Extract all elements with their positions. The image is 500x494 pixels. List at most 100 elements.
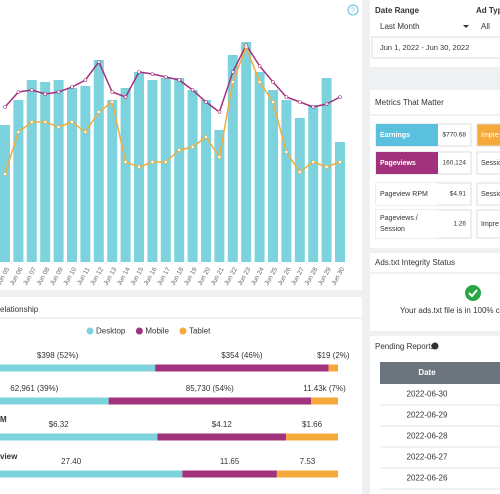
- help-icon[interactable]: [347, 4, 359, 16]
- help-text[interactable]: ?: [351, 7, 355, 14]
- tile: [476, 209, 500, 239]
- date-input[interactable]: [371, 36, 500, 59]
- segment-label: $19 (2%): [317, 351, 350, 360]
- card-title: Pending Reports: [375, 342, 435, 351]
- segment-label: 85,730 (54%): [186, 384, 234, 393]
- bar: [80, 86, 91, 262]
- segment-label: $4.12: [212, 420, 233, 429]
- tile-label-bg: [376, 210, 438, 238]
- point: [190, 88, 195, 92]
- bar: [254, 72, 265, 262]
- point: [43, 120, 48, 124]
- card-title: elationship: [0, 305, 39, 314]
- point: [3, 172, 7, 176]
- segment-label: 62,961 (39%): [10, 384, 58, 393]
- bar: [67, 88, 77, 262]
- tile-label: Pageview RPM: [380, 191, 428, 198]
- point: [137, 70, 141, 74]
- bar: [107, 100, 118, 262]
- legend-swatch: [86, 327, 94, 335]
- x-tick-label: Jun 05: [0, 266, 11, 287]
- row-label: view: [0, 452, 18, 461]
- bar: [174, 78, 185, 262]
- table-cell: 2022-06-30: [407, 390, 448, 399]
- segment: [0, 433, 158, 441]
- date-input-text[interactable]: Jun 1, 2022 - Jun 30, 2022: [380, 43, 469, 52]
- tile: [476, 151, 500, 175]
- point: [164, 75, 168, 79]
- point: [150, 72, 155, 76]
- point: [271, 100, 275, 104]
- tile: [476, 182, 500, 206]
- label: Ad Type: [476, 6, 500, 15]
- tile-label: Earnings: [380, 132, 410, 139]
- point: [284, 150, 289, 154]
- segment-label: $6.32: [49, 420, 70, 429]
- tile-value: 160,124: [443, 160, 467, 167]
- point: [16, 130, 21, 134]
- point: [311, 160, 316, 164]
- tile-label: Pageviews: [380, 160, 416, 167]
- segment-label: $1.66: [302, 420, 323, 429]
- point: [110, 100, 114, 104]
- segment-label: $354 (46%): [221, 351, 263, 360]
- segment: [328, 364, 338, 372]
- bar: [308, 105, 319, 262]
- segment-label: 11.65: [220, 457, 240, 466]
- bar: [53, 80, 64, 262]
- select[interactable]: Last Month: [380, 22, 420, 31]
- tile-label-bg: [376, 124, 438, 146]
- segment: [182, 470, 277, 478]
- point: [244, 45, 248, 49]
- point: [123, 95, 128, 99]
- tile-label-bg: [376, 152, 438, 174]
- bar: [40, 82, 51, 262]
- point: [3, 105, 7, 109]
- point: [83, 130, 88, 134]
- point: [204, 135, 208, 139]
- table-cell: 2022-06-27: [407, 453, 448, 462]
- point: [29, 120, 34, 124]
- legend-label: Desktop: [96, 327, 126, 336]
- point: [164, 160, 168, 164]
- check-mark: [468, 289, 478, 298]
- card-title: Metrics That Matter: [375, 98, 444, 107]
- point: [29, 88, 34, 92]
- point: [257, 80, 262, 84]
- bar: [120, 88, 131, 262]
- point: [177, 78, 181, 82]
- table-cell: 2022-06-28: [407, 432, 448, 441]
- segment-label: 7.53: [300, 457, 316, 466]
- bar: [147, 80, 158, 262]
- segment: [286, 433, 338, 441]
- point: [190, 145, 195, 149]
- card-title: Ads.txt Integrity Status: [375, 258, 455, 267]
- ads-message: Your ads.txt file is in 100% c: [400, 306, 500, 315]
- bar: [214, 130, 225, 262]
- segment-label: 27.40: [61, 457, 82, 466]
- table-cell: 2022-06-26: [407, 474, 448, 483]
- tile: [476, 123, 500, 147]
- bar: [26, 80, 37, 262]
- bar: [241, 42, 252, 262]
- line: [4, 44, 341, 175]
- segment: [108, 397, 312, 405]
- point: [97, 110, 101, 114]
- point: [297, 100, 302, 104]
- bar: [294, 118, 305, 262]
- point: [70, 85, 74, 89]
- point: [204, 100, 208, 104]
- point: [217, 110, 222, 114]
- bar: [268, 90, 278, 262]
- point: [56, 125, 61, 129]
- tile-label: Pageviews / Session: [380, 215, 418, 233]
- point: [231, 70, 235, 74]
- tile-label: Sessio: [481, 160, 500, 167]
- point: [297, 170, 302, 174]
- point: [177, 148, 181, 152]
- caret: [463, 25, 469, 28]
- point: [324, 102, 329, 106]
- select[interactable]: All: [481, 22, 490, 31]
- legend-label: Tablet: [189, 327, 211, 336]
- legend-swatch: [179, 327, 187, 335]
